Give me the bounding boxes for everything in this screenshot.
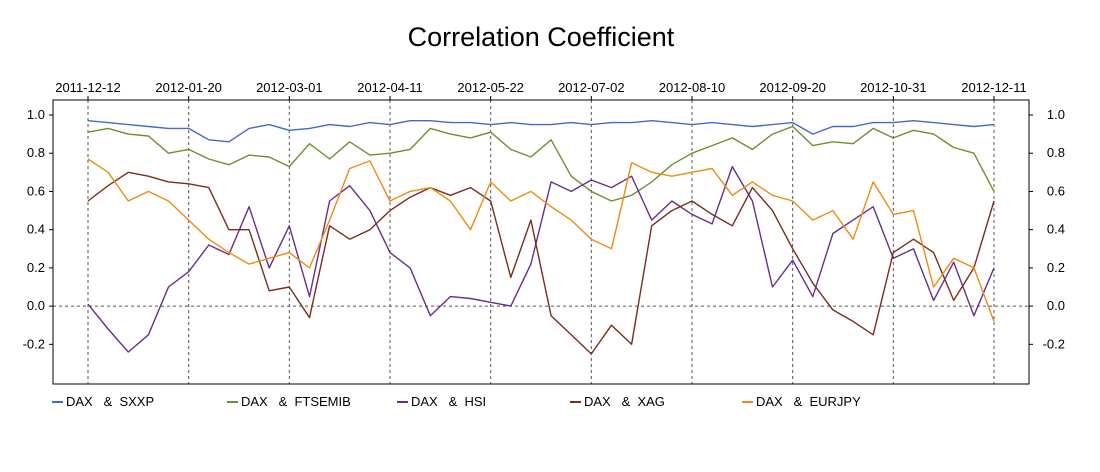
x-tick-label: 2012-01-20 [155, 80, 222, 95]
y-tick-label-right: 1.0 [1047, 107, 1065, 122]
y-tick-label-left: 1.0 [27, 107, 45, 122]
legend-item: DAX & HSI [397, 394, 486, 409]
legend-swatch [52, 400, 63, 403]
y-tick-label-left: 0.4 [27, 222, 45, 237]
legend-label: DAX & HSI [411, 394, 487, 409]
legend-swatch [742, 400, 753, 403]
legend-label: DAX & EURJPY [756, 394, 861, 409]
x-tick-label: 2012-10-31 [860, 80, 927, 95]
x-tick-label: 2012-09-20 [759, 80, 826, 95]
y-tick-label-right: 0.0 [1047, 298, 1065, 313]
legend-item: DAX & SXXP [52, 394, 154, 409]
y-tick-label-left: -0.2 [23, 336, 45, 351]
chart-title: Correlation Coefficient [407, 22, 675, 52]
legend-swatch [570, 400, 581, 403]
legend-label: DAX & FTSEMIB [241, 394, 351, 409]
series-line-4 [87, 158, 995, 322]
y-tick-label-left: 0.8 [27, 145, 45, 160]
series-line-0 [87, 119, 995, 143]
y-tick-label-left: 0.0 [27, 298, 45, 313]
legend-item: DAX & FTSEMIB [227, 394, 351, 409]
legend: DAX & SXXP DAX & FTSEMIB DAX & HSI DAX & XA… [52, 394, 1052, 414]
legend-item: DAX & EURJPY [742, 394, 861, 409]
y-tick-label-left: 0.6 [27, 183, 45, 198]
x-tick-label: 2012-03-01 [256, 80, 323, 95]
plot-area-border [52, 99, 1030, 385]
legend-label: DAX & XAG [584, 394, 665, 409]
series-line-2 [87, 165, 995, 353]
y-tick-label-right: 0.4 [1047, 222, 1065, 237]
legend-swatch [397, 400, 408, 403]
x-tick-label: 2012-05-22 [457, 80, 524, 95]
legend-label: DAX & SXXP [66, 394, 155, 409]
y-tick-label-right: 0.8 [1047, 145, 1065, 160]
y-tick-label-right: 0.6 [1047, 183, 1065, 198]
y-tick-label-right: 0.2 [1047, 260, 1065, 275]
series-line-3 [87, 171, 995, 355]
series-line-1 [87, 125, 995, 202]
x-tick-label: 2012-08-10 [659, 80, 726, 95]
x-tick-label: 2012-07-02 [558, 80, 625, 95]
x-tick-label: 2011-12-12 [55, 80, 121, 95]
x-tick-label: 2012-04-11 [357, 80, 423, 95]
legend-item: DAX & XAG [570, 394, 665, 409]
y-tick-label-left: 0.2 [27, 260, 45, 275]
x-tick-label: 2012-12-11 [961, 80, 1027, 95]
legend-swatch [227, 400, 238, 403]
y-tick-label-right: -0.2 [1043, 336, 1065, 351]
